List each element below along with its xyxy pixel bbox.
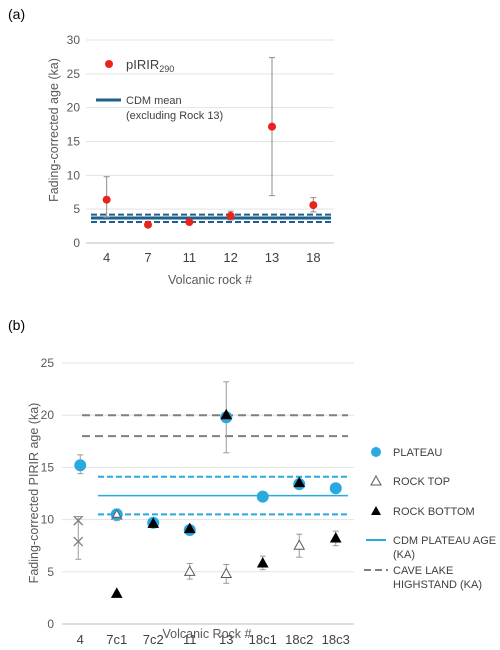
chart-b-rock-bottom-point	[329, 531, 342, 543]
chart-a-y-tick-label: 20	[67, 101, 81, 115]
legend-cave-lake-label-2: HIGHSTAND (KA)	[393, 579, 482, 591]
chart-b-x-tick-label: 18c2	[285, 632, 313, 647]
chart-b-y-tick-label: 25	[41, 356, 55, 370]
legend-pirir-label: pIRIR290	[126, 57, 174, 74]
chart-b-rock-bottom-point	[220, 408, 233, 420]
chart-a-x-tick-label: 18	[306, 250, 320, 265]
chart-b-plateau-point	[329, 482, 342, 495]
chart-a-x-tick-label: 12	[223, 250, 237, 265]
legend-rock-bottom-label: ROCK BOTTOM	[393, 506, 475, 518]
chart-a-x-tick-label: 11	[183, 250, 197, 265]
chart-a-y-tick-label: 30	[67, 33, 81, 47]
chart-b-rock-top-point	[220, 567, 233, 578]
legend-plateau-label: PLATEAU	[393, 447, 442, 459]
chart-b-points	[73, 381, 342, 598]
chart-a-y-ticks: 0 5 10 15 20 25 30	[67, 33, 81, 250]
legend-cdm-mean-label-1: CDM mean	[126, 95, 182, 107]
chart-a-y-tick-label: 25	[67, 67, 81, 81]
chart-b-x-marker	[73, 536, 84, 547]
chart-b: 0 5 10 15 20 25 4 7c1 7c2 11 13 18c1 18c2 18c3 Volca…	[27, 356, 496, 647]
chart-a-x-tick-label: 7	[144, 250, 151, 265]
chart-b-x-tick-label: 11	[183, 632, 197, 647]
chart-b-x-tick-label: 13	[219, 632, 233, 647]
chart-b-x-ticks: 4 7c1 7c2 11 13 18c1 18c2 18c3	[77, 632, 350, 647]
chart-b-y-tick-label: 0	[47, 617, 54, 631]
chart-a-point	[268, 122, 276, 131]
chart-b-ylabel: Fading-corrected PIRIR age (ka)	[27, 403, 41, 584]
chart-b-plateau-point	[256, 490, 269, 503]
legend-cdm-mean-label-2: (excluding Rock 13)	[126, 110, 223, 122]
chart-b-reference-lines	[82, 414, 348, 516]
chart-a-point	[144, 220, 152, 229]
chart-a-point	[185, 218, 194, 227]
legend-pirir-subscript: 290	[159, 64, 174, 74]
chart-a-x-tick-label: 4	[103, 250, 110, 265]
chart-b-rock-bottom-point	[256, 557, 269, 568]
chart-a-cdm-band	[91, 213, 331, 224]
chart-a-y-tick-label: 15	[67, 135, 81, 149]
chart-b-y-tick-label: 15	[41, 460, 55, 474]
legend-cave-lake-label-1: CAVE LAKE	[393, 565, 453, 577]
chart-a-ylabel: Fading-corrected age (ka)	[47, 58, 61, 202]
chart-b-legend: PLATEAU ROCK TOP ROCK BOTTOM CDM PLATEAU…	[364, 447, 496, 591]
chart-b-x-tick-label: 4	[77, 632, 84, 647]
chart-b-y-tick-label: 10	[41, 513, 55, 527]
chart-b-rock-bottom-point	[110, 587, 123, 598]
chart-b-y-tick-label: 20	[41, 408, 55, 422]
chart-a-point	[226, 211, 235, 220]
chart-b-x-tick-label: 18c1	[249, 632, 277, 647]
chart-b-plateau-point	[74, 459, 87, 472]
legend-rock-bottom-marker	[371, 506, 381, 515]
chart-b-y-tick-label: 5	[47, 565, 54, 579]
chart-a-point	[102, 195, 111, 204]
legend-cdm-plateau-label-1: CDM PLATEAU AGE	[393, 535, 496, 547]
chart-b-rock-bottom-point	[293, 476, 306, 488]
legend-pirir-name: pIRIR	[126, 57, 159, 72]
chart-a-point	[309, 201, 318, 210]
legend-pirir-marker	[105, 60, 113, 68]
chart-b-rock-bottom-point	[183, 522, 196, 534]
chart-a-y-tick-label: 10	[67, 168, 81, 182]
legend-rock-top-label: ROCK TOP	[393, 476, 450, 488]
chart-b-x-marker	[73, 515, 84, 526]
chart-b-grid	[62, 362, 354, 625]
chart-b-y-ticks: 0 5 10 15 20 25	[41, 356, 55, 631]
chart-b-x-tick-label: 7c2	[143, 632, 164, 647]
chart-a-x-ticks: 4 7 11 12 13 18	[103, 250, 321, 265]
chart-b-x-tick-label: 18c3	[322, 632, 350, 647]
chart-a-xlabel: Volcanic rock #	[168, 273, 252, 287]
chart-a-points	[102, 57, 318, 229]
chart-b-rock-top-point	[293, 539, 306, 550]
chart-a-y-tick-label: 0	[73, 236, 80, 250]
chart-a-y-tick-label: 5	[73, 202, 80, 216]
legend-cdm-plateau-label-2: (KA)	[393, 549, 415, 561]
chart-b-rock-bottom-point	[147, 517, 160, 528]
panel-label-a: (a)	[8, 6, 25, 22]
chart-a-x-tick-label: 13	[265, 250, 279, 265]
chart-b-x-tick-label: 7c1	[106, 632, 127, 647]
chart-b-rock-top-overlay-point	[111, 509, 122, 518]
chart-a-legend: pIRIR290 CDM mean (excluding Rock 13)	[96, 57, 223, 122]
chart-b-rock-top-point	[183, 565, 196, 576]
chart-a-grid	[86, 39, 334, 244]
legend-rock-top-marker	[370, 474, 382, 486]
legend-plateau-marker	[371, 447, 381, 457]
chart-b-xlabel: Volcanic Rock #	[163, 627, 252, 641]
panel-label-b: (b)	[8, 317, 25, 333]
